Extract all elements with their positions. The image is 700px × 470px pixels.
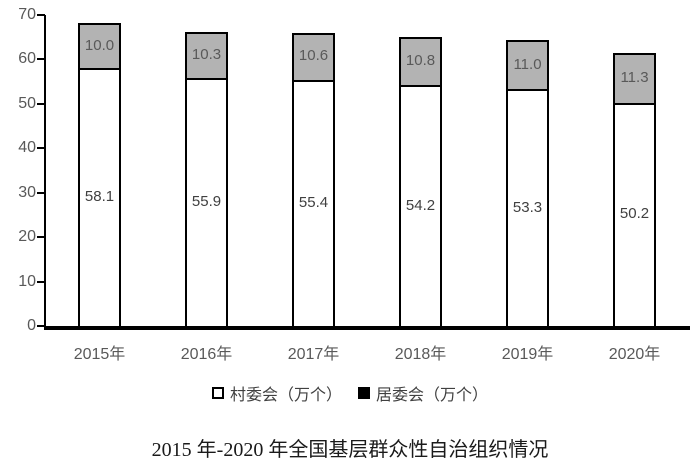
bar-value-label: 10.8 [405,52,436,70]
bar-value-label: 10.6 [298,47,329,65]
y-tick-label: 60 [18,50,36,68]
y-axis-tick [37,102,45,105]
bar-value-label: 53.3 [512,198,543,216]
chart-legend: 村委会（万个） 居委会（万个） [0,381,700,405]
legend-marker-icon [211,387,224,399]
legend-label: 居委会（万个） [376,387,489,404]
bar-segment-居委会 [185,31,228,80]
y-tick-label: 40 [18,139,36,157]
bar-value-label: 10.3 [191,45,222,63]
bar-segment-村委会 [506,89,549,328]
bar-value-label: 50.2 [619,205,650,223]
y-tick-label: 20 [18,228,36,246]
bar-value-label: 10.0 [84,36,115,54]
bar-value-label: 11.3 [620,68,649,86]
bar-segment-居委会 [613,52,656,105]
bar-segment-居委会 [78,23,121,70]
x-axis-line [44,326,690,330]
legend-item: 村委会（万个） [211,381,342,405]
y-axis-tick [37,58,45,61]
y-tick-label: 30 [18,183,36,201]
y-tick-label: 50 [18,94,36,112]
bar-value-label: 11.0 [513,55,542,73]
y-axis-tick [37,14,45,16]
bar-segment-居委会 [399,37,442,88]
x-axis-label: 2017年 [287,346,340,363]
y-axis-line [44,15,46,330]
x-axis-label: 2015年 [73,346,126,363]
bar-segment-村委会 [185,77,228,328]
y-axis-tick [37,191,45,194]
x-axis-label: 2020年 [608,346,661,363]
bar-segment-村委会 [78,67,121,328]
legend-item: 居委会（万个） [358,381,488,405]
bar-value-label: 55.9 [191,192,222,210]
x-axis-label: 2018年 [394,346,447,363]
legend-marker-icon [358,387,370,399]
chart-title: 2015 年-2020 年全国基层群众性自治组织情况 [151,439,549,461]
y-axis-tick [37,325,45,327]
bar-value-label: 55.4 [298,193,329,211]
bar-segment-居委会 [506,40,549,92]
bar-segment-村委会 [292,79,335,328]
x-axis-label: 2016年 [180,346,233,363]
bar-segment-村委会 [613,102,656,328]
y-axis-tick [37,147,45,150]
bar-segment-村委会 [399,85,442,328]
legend-label: 村委会（万个） [229,387,342,404]
y-tick-label: 10 [18,272,36,290]
y-axis-tick [37,236,45,239]
y-tick-label: 70 [18,6,36,23]
y-tick-label: 0 [27,317,36,334]
bar-value-label: 54.2 [405,196,436,214]
bar-value-label: 58.1 [84,187,115,205]
y-axis-tick [37,280,45,283]
x-axis-label: 2019年 [501,346,554,363]
bar-segment-居委会 [292,32,335,82]
